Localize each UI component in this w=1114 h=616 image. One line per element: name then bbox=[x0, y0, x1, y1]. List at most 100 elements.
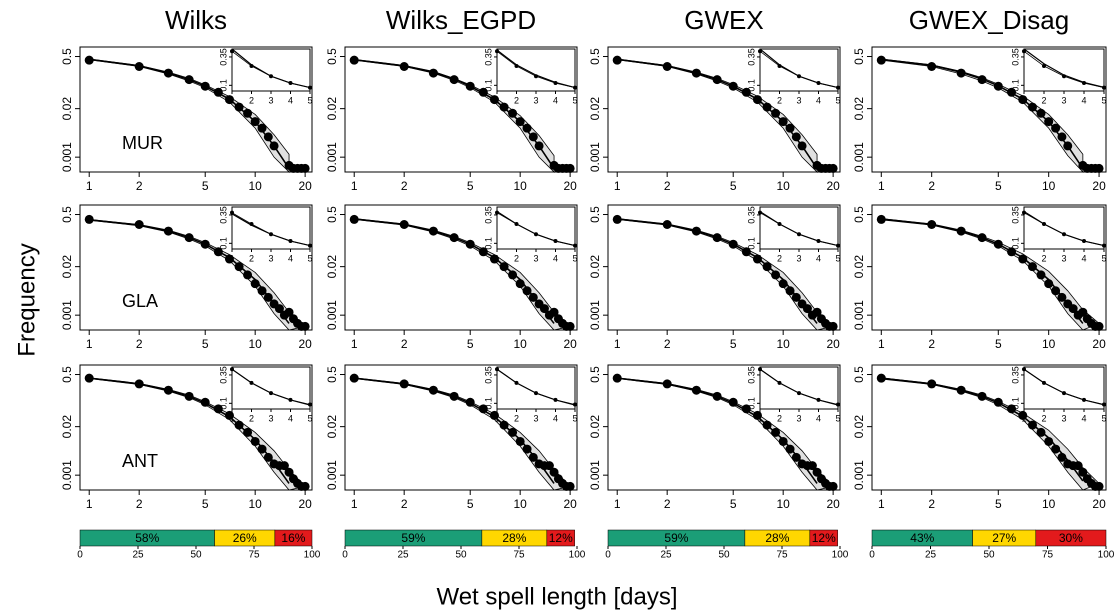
observed-point bbox=[274, 304, 284, 314]
y-tick-label: 0.001 bbox=[588, 142, 602, 172]
inset-x-tick-label: 1 bbox=[494, 95, 499, 105]
inset-x-tick-label: 2 bbox=[1041, 253, 1046, 263]
inset-y-tick-label: 0.35 bbox=[746, 206, 756, 224]
observed-point bbox=[224, 95, 234, 105]
inset-observed-line bbox=[496, 368, 576, 405]
y-tick-label: 0.001 bbox=[60, 460, 74, 490]
observed-point bbox=[213, 247, 223, 257]
x-tick-label: 5 bbox=[995, 179, 1002, 193]
column-title: GWEX bbox=[684, 5, 763, 35]
x-tick-label: 10 bbox=[1042, 179, 1056, 193]
observed-point bbox=[428, 385, 438, 395]
observed-point bbox=[1094, 321, 1104, 331]
inset-x-tick-label: 1 bbox=[757, 253, 762, 263]
bar-tick-label: 100 bbox=[832, 550, 849, 561]
observed-point bbox=[1018, 254, 1028, 264]
inset-x-tick-label: 5 bbox=[307, 95, 312, 105]
observed-point bbox=[257, 444, 267, 454]
panel-frame bbox=[607, 204, 841, 331]
x-tick-label: 2 bbox=[401, 337, 408, 351]
x-tick-label: 5 bbox=[995, 497, 1002, 511]
observed-point bbox=[1036, 270, 1046, 280]
x-tick-label: 5 bbox=[202, 497, 209, 511]
bar-tick-label: 50 bbox=[718, 550, 730, 561]
x-tick-label: 2 bbox=[401, 179, 408, 193]
observed-point bbox=[752, 254, 762, 264]
bar-tick-label: 25 bbox=[397, 550, 409, 561]
observed-point bbox=[612, 373, 622, 383]
bar-tick-label: 50 bbox=[983, 550, 995, 561]
x-tick-label: 10 bbox=[513, 337, 527, 351]
inset-x-tick-label: 5 bbox=[835, 413, 840, 423]
observed-point bbox=[662, 219, 672, 229]
observed-point bbox=[508, 270, 518, 280]
observed-point bbox=[1051, 444, 1061, 454]
column-title: Wilks bbox=[165, 5, 227, 35]
observed-point bbox=[778, 279, 788, 289]
observed-point bbox=[263, 132, 273, 142]
bar-tick-label: 75 bbox=[1042, 550, 1054, 561]
observed-point bbox=[802, 304, 812, 314]
observed-point bbox=[224, 254, 234, 264]
bar-tick-label: 0 bbox=[869, 550, 875, 561]
observed-point bbox=[1018, 410, 1028, 420]
bar-segment-label: 12% bbox=[549, 531, 573, 545]
x-tick-label: 2 bbox=[928, 179, 935, 193]
station-label: ANT bbox=[122, 451, 158, 471]
observed-point bbox=[257, 286, 267, 296]
inset-x-tick-label: 4 bbox=[553, 95, 558, 105]
bar-segment-label: 30% bbox=[1059, 531, 1083, 545]
observed-point bbox=[243, 108, 253, 118]
inset-x-tick-label: 1 bbox=[494, 413, 499, 423]
observed-point bbox=[399, 61, 409, 71]
x-tick-label: 10 bbox=[776, 337, 790, 351]
x-tick-label: 20 bbox=[298, 497, 312, 511]
inset-x-tick-label: 2 bbox=[514, 413, 519, 423]
bar-segment bbox=[809, 529, 838, 547]
bar-tick-label: 75 bbox=[248, 550, 260, 561]
inset-observed-line bbox=[1023, 212, 1105, 246]
x-tick-label: 1 bbox=[86, 497, 93, 511]
x-tick-label: 10 bbox=[248, 337, 262, 351]
observed-point bbox=[549, 467, 559, 477]
inset-x-tick-label: 1 bbox=[229, 253, 234, 263]
observed-point bbox=[1073, 461, 1083, 471]
inset-observed-line bbox=[759, 368, 839, 405]
observed-point bbox=[349, 55, 359, 65]
observed-point bbox=[1007, 87, 1017, 97]
observed-point bbox=[134, 379, 144, 389]
bar-tick-label: 0 bbox=[342, 550, 348, 561]
panel-frame bbox=[607, 46, 841, 173]
inset-y-tick-label: 0.1 bbox=[218, 237, 228, 250]
panel-frame bbox=[344, 364, 578, 491]
x-tick-label: 20 bbox=[826, 497, 840, 511]
x-tick-label: 2 bbox=[664, 179, 671, 193]
x-tick-label: 5 bbox=[467, 337, 474, 351]
y-tick-label: 0.001 bbox=[60, 300, 74, 330]
inset-y-tick-label: 0.35 bbox=[1010, 206, 1020, 224]
x-tick-label: 10 bbox=[513, 497, 527, 511]
inset-x-tick-label: 4 bbox=[1081, 253, 1086, 263]
y-tick-label: 0.02 bbox=[325, 97, 339, 121]
inset-y-tick-label: 0.1 bbox=[1010, 237, 1020, 250]
y-tick-label: 0.02 bbox=[60, 415, 74, 439]
x-tick-label: 2 bbox=[664, 337, 671, 351]
observed-point bbox=[1044, 436, 1054, 446]
observed-point bbox=[349, 373, 359, 383]
observed-point bbox=[712, 233, 722, 243]
inset-x-tick-label: 5 bbox=[1101, 95, 1106, 105]
observed-point bbox=[499, 262, 509, 272]
y-tick-label: 0.001 bbox=[325, 142, 339, 172]
inset-x-tick-label: 4 bbox=[1081, 413, 1086, 423]
bar-tick-label: 25 bbox=[925, 550, 937, 561]
inset-y-tick-label: 0.35 bbox=[746, 48, 756, 66]
inset-observed-line bbox=[496, 50, 576, 88]
bar-tick-label: 75 bbox=[776, 550, 788, 561]
observed-point bbox=[489, 254, 499, 264]
inset-observed-line bbox=[231, 50, 311, 88]
y-tick-label: 0.02 bbox=[588, 415, 602, 439]
column-title: GWEX_Disag bbox=[909, 5, 1069, 35]
observed-point bbox=[1018, 95, 1028, 105]
x-tick-label: 1 bbox=[351, 179, 358, 193]
observed-point bbox=[762, 262, 772, 272]
